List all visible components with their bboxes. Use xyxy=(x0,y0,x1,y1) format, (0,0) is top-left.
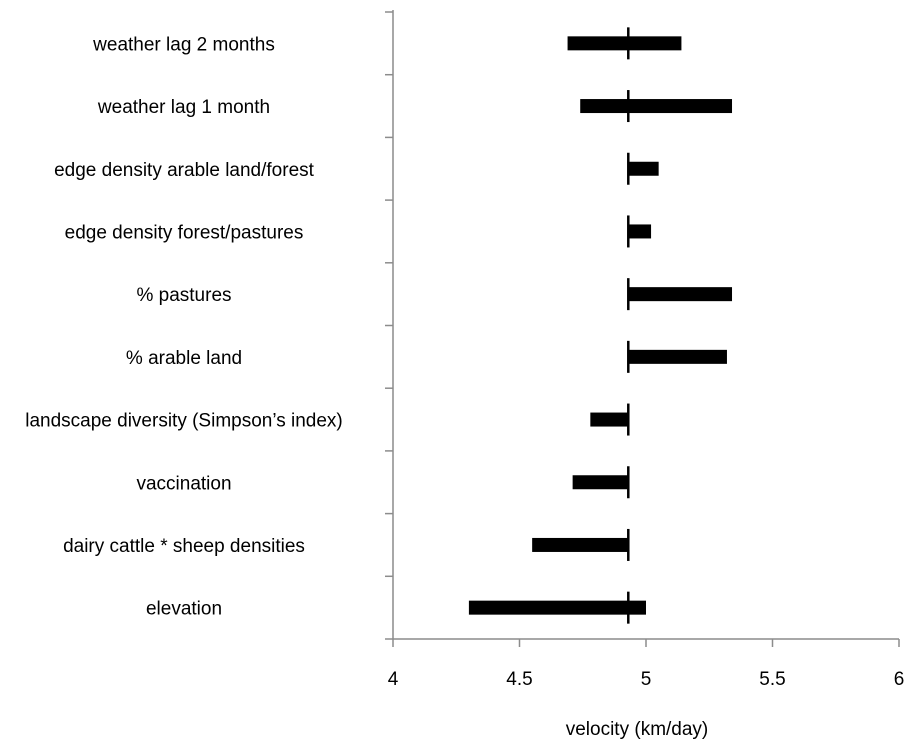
x-tick-label: 4.5 xyxy=(506,669,532,690)
bar xyxy=(572,475,629,490)
bar xyxy=(628,349,727,364)
category-label: edge density arable land/forest xyxy=(54,160,315,181)
bar xyxy=(532,537,629,552)
bar xyxy=(567,36,682,51)
bar xyxy=(590,412,629,427)
x-tick-label: 5 xyxy=(641,669,652,690)
axes-layer xyxy=(385,10,900,647)
x-tick-label: 5.5 xyxy=(759,669,785,690)
category-label: dairy cattle * sheep densities xyxy=(63,536,305,557)
bar xyxy=(628,224,652,239)
category-label: elevation xyxy=(146,599,222,620)
labels-layer: 4 4.5 5 5.5 6 weather lag 2 months weather lag… xyxy=(25,34,904,690)
bar xyxy=(628,161,659,176)
category-label: % pastures xyxy=(136,285,231,306)
bars-layer xyxy=(468,27,733,624)
category-label: edge density forest/pastures xyxy=(65,222,304,243)
bar xyxy=(628,287,733,302)
bar xyxy=(468,600,646,615)
x-axis-title: velocity (km/day) xyxy=(566,719,709,740)
category-label: weather lag 2 months xyxy=(92,34,275,55)
x-tick-label: 4 xyxy=(388,669,399,690)
bar xyxy=(580,99,733,114)
category-label: weather lag 1 month xyxy=(97,97,270,118)
category-label: vaccination xyxy=(136,473,231,494)
category-label: landscape diversity (Simpson’s index) xyxy=(25,411,343,432)
x-tick-label: 6 xyxy=(894,669,904,690)
category-label: % arable land xyxy=(126,348,242,369)
